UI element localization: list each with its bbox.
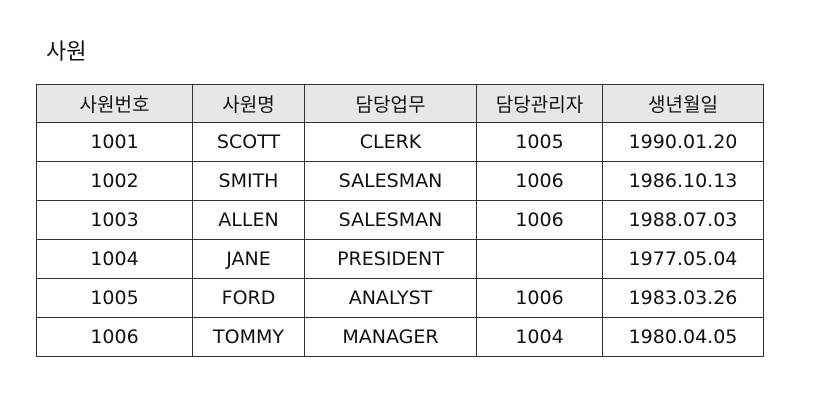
cell-employee-name: ALLEN: [192, 200, 305, 240]
cell-manager: 1006: [476, 278, 603, 318]
table-row: 1006 TOMMY MANAGER 1004 1980.04.05: [36, 317, 764, 357]
cell-employee-id: 1001: [36, 122, 193, 162]
table-body: 1001 SCOTT CLERK 1005 1990.01.20 1002 SM…: [36, 122, 764, 357]
cell-birth-date: 1988.07.03: [602, 200, 764, 240]
table-row: 1002 SMITH SALESMAN 1006 1986.10.13: [36, 161, 764, 201]
cell-birth-date: 1990.01.20: [602, 122, 764, 162]
cell-manager: 1005: [476, 122, 603, 162]
table-title: 사원: [46, 40, 87, 65]
table-row: 1001 SCOTT CLERK 1005 1990.01.20: [36, 122, 764, 162]
cell-job: ANALYST: [304, 278, 477, 318]
cell-employee-id: 1002: [36, 161, 193, 201]
cell-manager: 1006: [476, 161, 603, 201]
cell-manager: 1004: [476, 317, 603, 357]
table-row: 1003 ALLEN SALESMAN 1006 1988.07.03: [36, 200, 764, 240]
table-row: 1005 FORD ANALYST 1006 1983.03.26: [36, 278, 764, 318]
table-header: 사원번호 사원명 담당업무 담당관리자 생년월일: [36, 84, 764, 123]
cell-job: PRESIDENT: [304, 239, 477, 279]
column-header-employee-name: 사원명: [192, 84, 305, 123]
cell-employee-id: 1006: [36, 317, 193, 357]
column-header-job: 담당업무: [304, 84, 477, 123]
column-header-employee-id: 사원번호: [36, 84, 193, 123]
table-row: 1004 JANE PRESIDENT 1977.05.04: [36, 239, 764, 279]
cell-birth-date: 1980.04.05: [602, 317, 764, 357]
header-row: 사원번호 사원명 담당업무 담당관리자 생년월일: [36, 84, 764, 123]
cell-employee-name: JANE: [192, 239, 305, 279]
cell-manager: 1006: [476, 200, 603, 240]
cell-employee-id: 1005: [36, 278, 193, 318]
cell-job: CLERK: [304, 122, 477, 162]
column-header-birth-date: 생년월일: [602, 84, 764, 123]
cell-birth-date: 1983.03.26: [602, 278, 764, 318]
cell-employee-name: SMITH: [192, 161, 305, 201]
cell-employee-name: SCOTT: [192, 122, 305, 162]
cell-job: SALESMAN: [304, 161, 477, 201]
cell-employee-id: 1003: [36, 200, 193, 240]
cell-birth-date: 1986.10.13: [602, 161, 764, 201]
cell-job: MANAGER: [304, 317, 477, 357]
cell-birth-date: 1977.05.04: [602, 239, 764, 279]
cell-employee-name: FORD: [192, 278, 305, 318]
cell-manager: [476, 239, 603, 279]
employee-table: 사원번호 사원명 담당업무 담당관리자 생년월일 1001 SCOTT CLER…: [36, 84, 764, 357]
cell-job: SALESMAN: [304, 200, 477, 240]
cell-employee-name: TOMMY: [192, 317, 305, 357]
cell-employee-id: 1004: [36, 239, 193, 279]
column-header-manager: 담당관리자: [476, 84, 603, 123]
